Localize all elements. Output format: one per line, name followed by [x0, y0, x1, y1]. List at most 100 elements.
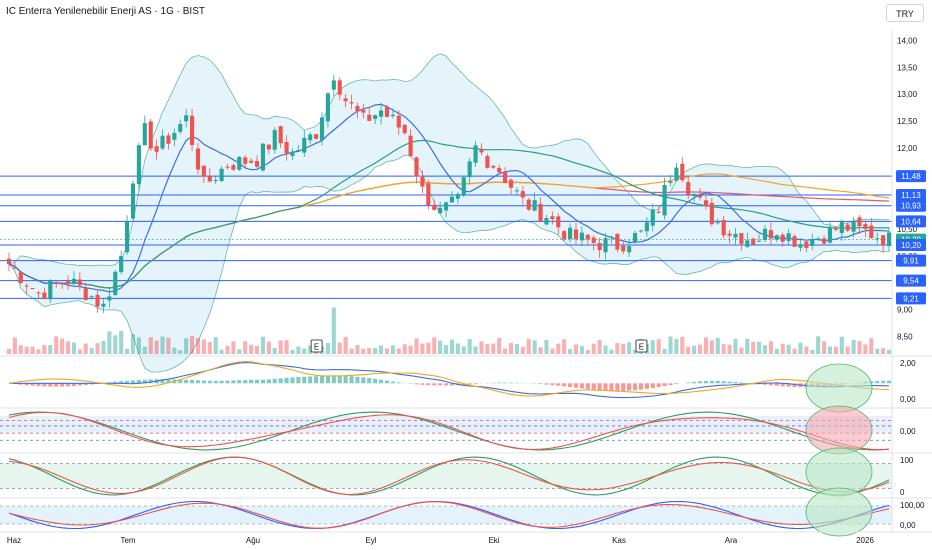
- price-level-badge: 9,54: [896, 274, 926, 287]
- macd-histogram-bar: [160, 379, 165, 384]
- candle-body: [136, 145, 141, 185]
- volume-bar: [390, 345, 395, 354]
- candle-body: [804, 241, 809, 248]
- macd-histogram-bar: [644, 383, 649, 389]
- candle-body: [762, 228, 768, 240]
- macd-histogram-bar: [727, 381, 732, 384]
- x-axis-tick: 2026: [856, 536, 874, 545]
- candle-body: [768, 230, 773, 239]
- currency-button[interactable]: TRY: [886, 4, 924, 22]
- candle-body: [48, 280, 53, 300]
- macd-histogram-bar: [189, 380, 195, 384]
- candle-body: [384, 107, 390, 117]
- macd-histogram-bar: [331, 375, 336, 384]
- macd-histogram-bar: [668, 383, 673, 386]
- candle-body: [443, 202, 449, 211]
- candle-body: [644, 222, 649, 232]
- volume-bar: [113, 335, 118, 354]
- candle-body: [550, 216, 555, 220]
- volume-bar: [833, 346, 838, 354]
- signal-zone-circle: [805, 363, 873, 413]
- x-axis-tick: Eyl: [365, 536, 376, 545]
- candle-body: [337, 80, 342, 95]
- volume-bar: [544, 339, 549, 354]
- macd-histogram-bar: [739, 382, 744, 384]
- macd-histogram-bar: [349, 376, 354, 384]
- candle-body: [77, 279, 82, 286]
- price-level-badge-bg: [896, 254, 926, 267]
- volume-bar: [54, 336, 59, 354]
- volume-bar: [65, 341, 71, 354]
- volume-bar: [579, 346, 584, 354]
- candle-body: [520, 191, 525, 198]
- volume-bar: [798, 342, 803, 354]
- indicator-line-signal: [8, 360, 890, 397]
- candle-body: [792, 236, 797, 247]
- volume-bar: [166, 337, 171, 354]
- macd-histogram-bar: [420, 383, 425, 385]
- volume-bar: [656, 339, 661, 354]
- volume-bar: [810, 349, 815, 354]
- candle-body: [579, 232, 584, 241]
- macd-histogram-bar: [686, 382, 691, 384]
- stoch-band: [0, 463, 892, 489]
- volume-bar: [213, 337, 218, 354]
- macd-histogram-bar: [89, 383, 94, 385]
- macd-histogram-bar: [692, 381, 697, 384]
- signal-zone-circle: [805, 487, 873, 537]
- candle-body: [101, 303, 106, 307]
- volume-bar: [703, 337, 709, 354]
- price-level-badge-bg: [896, 239, 926, 252]
- volume-bar: [284, 340, 289, 354]
- macd-histogram-bar: [195, 380, 201, 384]
- candle-body: [272, 130, 277, 150]
- volume-bar: [497, 337, 502, 354]
- macd-histogram-bar: [260, 379, 266, 384]
- macd-histogram-bar: [225, 380, 230, 384]
- candle-body: [219, 168, 224, 181]
- volume-bar: [254, 345, 260, 354]
- candle-body: [260, 143, 266, 171]
- volume-bar: [325, 343, 330, 354]
- volume-bar: [119, 330, 124, 354]
- volume-bar: [727, 344, 732, 354]
- volume-bar: [845, 346, 850, 354]
- candle-body: [662, 184, 667, 216]
- volume-bar: [514, 344, 519, 354]
- volume-bar: [136, 337, 141, 354]
- volume-bar: [361, 348, 366, 354]
- volume-bar: [172, 347, 177, 354]
- macd-histogram-bar: [774, 383, 779, 386]
- volume-bar: [804, 346, 809, 354]
- macd-histogram-bar: [71, 383, 76, 387]
- volume-bar: [414, 338, 419, 354]
- macd-histogram-bar: [249, 379, 254, 384]
- price-level-badge: 10,93: [896, 199, 926, 212]
- volume-bar: [503, 348, 508, 354]
- candle-body: [780, 234, 785, 242]
- macd-histogram-bar: [762, 383, 768, 385]
- candle-body: [674, 167, 679, 181]
- earnings-marker: E: [635, 339, 648, 353]
- candle-body: [325, 93, 330, 122]
- price-axis-tick: 9,00: [897, 306, 913, 315]
- candle-body: [89, 296, 94, 298]
- macd-histogram-bar: [384, 380, 390, 384]
- chart-title: IC Enterra Yenilenebilir Enerji AS · 1G …: [6, 6, 205, 17]
- candle-body: [597, 243, 602, 251]
- volume-bar: [816, 336, 821, 354]
- macd-histogram-bar: [426, 383, 431, 386]
- volume-bar: [184, 338, 189, 354]
- candle-body: [319, 117, 325, 141]
- price-level-badge: 9,91: [896, 254, 926, 267]
- volume-bar: [278, 340, 283, 354]
- candle-body: [473, 145, 478, 163]
- volume-bar: [851, 339, 856, 354]
- volume-bar: [609, 349, 614, 354]
- volume-bar: [355, 345, 360, 354]
- macd-histogram-bar: [503, 382, 508, 384]
- macd-histogram-bar: [148, 379, 153, 384]
- stoch-band: [0, 506, 892, 524]
- candle-body: [249, 160, 254, 163]
